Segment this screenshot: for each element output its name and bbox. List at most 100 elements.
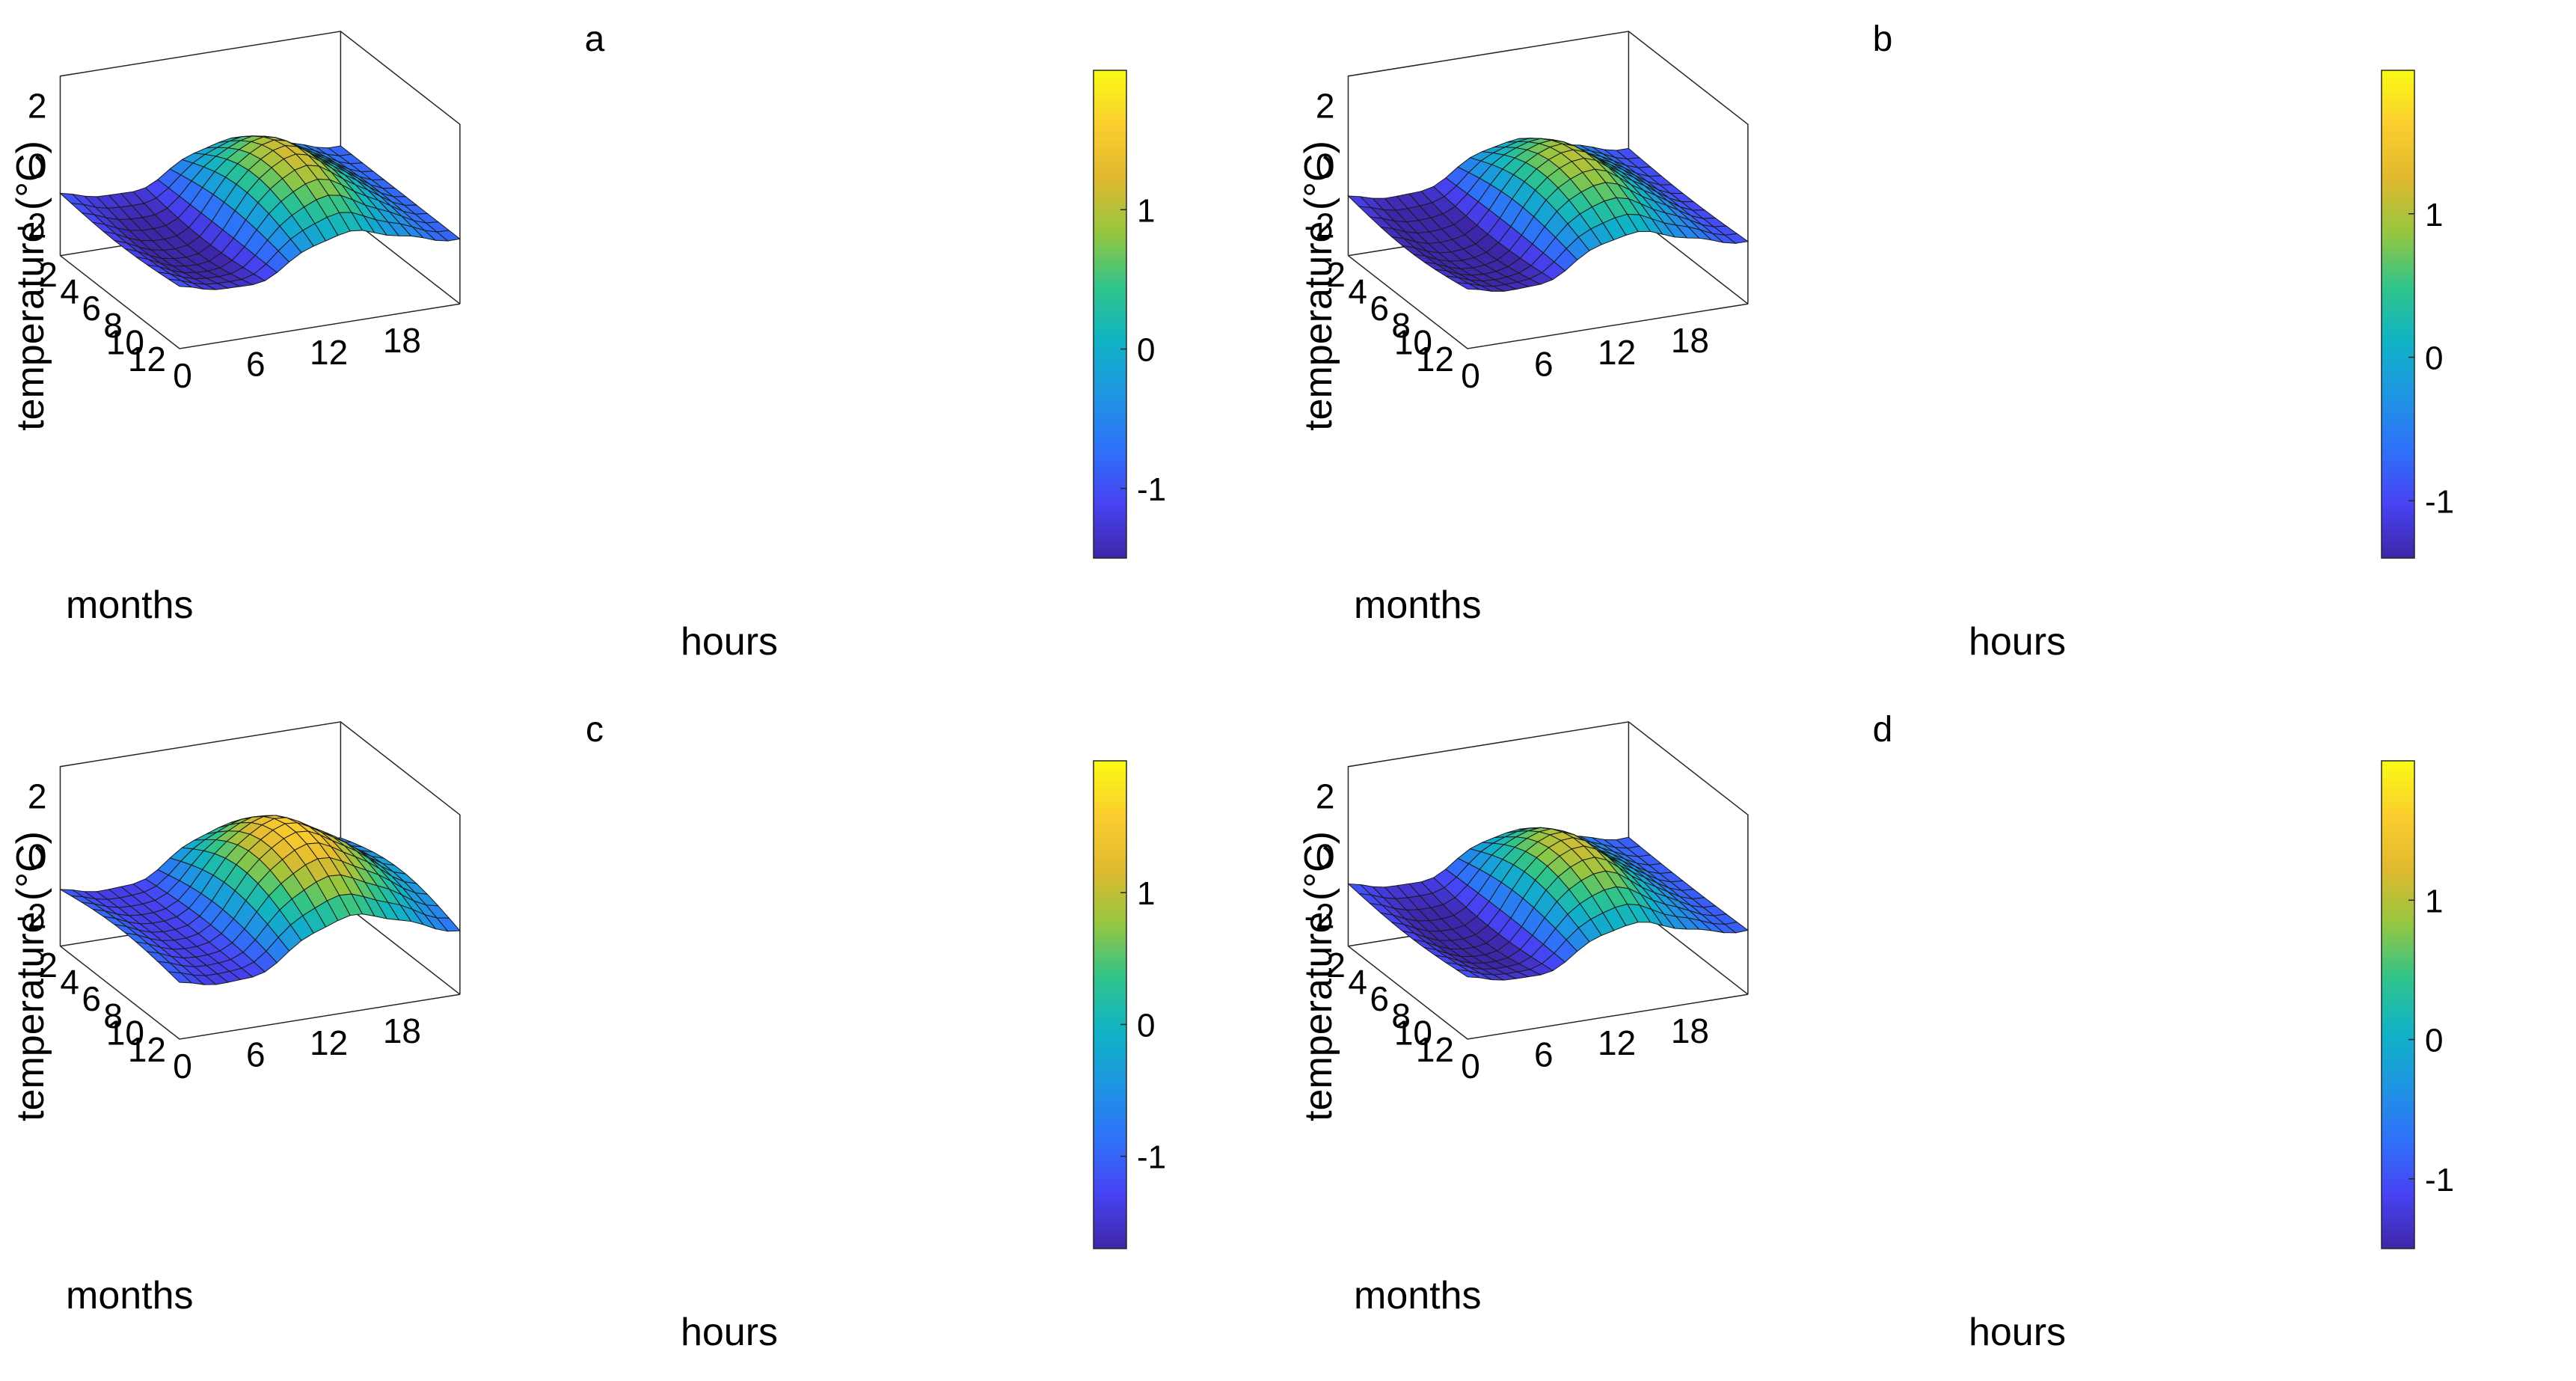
- y-tick-label: 8: [1391, 306, 1411, 345]
- y-tick-label: 12: [128, 340, 166, 379]
- x-tick-label: 12: [310, 333, 348, 372]
- colorbar-c: 1 0 -1: [1093, 760, 1166, 1249]
- panel-a: 2 0 -2 0 6 12 18 2 4 6 8 10 12 a temperature (°C) hours…: [0, 0, 1288, 690]
- x-tick-label: 12: [310, 1023, 348, 1062]
- z-tick-label: 0: [28, 837, 47, 876]
- z-axis-b: 2 0 -2: [1304, 87, 1335, 245]
- x-tick-label: 0: [1461, 1047, 1480, 1085]
- y-tick-label: 8: [1391, 996, 1411, 1035]
- x-tick-label: 0: [1461, 356, 1480, 395]
- x-tick-label: 12: [1598, 333, 1636, 372]
- y-tick-label: 10: [106, 322, 144, 361]
- surface-cell: [435, 230, 461, 242]
- x-axis-label: hours: [681, 1311, 778, 1354]
- colorbar-tick-label: -1: [1137, 471, 1166, 508]
- x-tick-label: 18: [383, 321, 421, 360]
- y-tick-label: 4: [60, 963, 79, 1002]
- x-tick-label: 18: [1671, 1011, 1709, 1050]
- z-tick-label: 0: [1316, 837, 1335, 876]
- z-axis-a: 2 0 -2: [16, 87, 47, 245]
- x-tick-label: 6: [1534, 1035, 1554, 1074]
- colorbar-tick-label: 0: [1137, 332, 1155, 369]
- colorbar-tick-label: -1: [2425, 1162, 2454, 1198]
- z-axis-label: temperature (°C): [1297, 141, 1340, 431]
- z-axis-label: temperature (°C): [9, 831, 52, 1121]
- colorbar-gradient: [1093, 70, 1127, 559]
- y-tick-label: 2: [1326, 255, 1346, 294]
- z-tick-label: 0: [1316, 147, 1335, 186]
- z-tick-label: 0: [28, 147, 47, 186]
- colorbar-tick-label: 0: [1137, 1007, 1155, 1044]
- x-axis-c: 0 6 12 18: [173, 1011, 421, 1085]
- colorbar-tick-label: 1: [1137, 875, 1155, 912]
- panel-title: d: [1873, 710, 1893, 750]
- x-tick-label: 18: [383, 1011, 421, 1050]
- y-tick-label: 2: [1326, 946, 1346, 985]
- y-axis-label: months: [66, 584, 194, 627]
- panel-title: a: [585, 19, 605, 59]
- y-axis-label: months: [1354, 584, 1482, 627]
- surface-a: [59, 135, 461, 290]
- z-axis-c: 2 0 -2: [16, 777, 47, 936]
- y-axis-label: months: [1354, 1274, 1482, 1317]
- z-tick-label: 2: [1316, 87, 1335, 126]
- y-tick-label: 6: [82, 979, 101, 1018]
- y-tick-label: 10: [1394, 322, 1432, 361]
- colorbar-d: 1 0 -1: [2381, 760, 2454, 1249]
- colorbar-tick-label: 0: [2425, 340, 2443, 377]
- y-tick-label: 10: [1394, 1013, 1432, 1052]
- colorbar-tick-label: -1: [1137, 1139, 1166, 1176]
- x-axis-a: 0 6 12 18: [173, 321, 421, 395]
- x-axis-label: hours: [1969, 620, 2066, 664]
- x-tick-label: 6: [246, 344, 266, 383]
- y-tick-label: 12: [1416, 340, 1454, 379]
- z-axis-label: temperature (°C): [9, 141, 52, 431]
- y-tick-label: 2: [38, 946, 58, 985]
- z-tick-label: -2: [16, 897, 47, 936]
- x-axis-b: 0 6 12 18: [1461, 321, 1709, 395]
- z-axis-label: temperature (°C): [1297, 831, 1340, 1121]
- panel-b: 2 0 -2 0 6 12 18 2 4 6 8 10 12 b temperature (°C) hours…: [1288, 0, 2576, 690]
- x-axis-label: hours: [681, 620, 778, 664]
- surface-c: [60, 815, 461, 985]
- z-tick-label: -2: [1304, 206, 1335, 245]
- y-tick-label: 12: [1416, 1030, 1454, 1069]
- y-tick-label: 10: [106, 1013, 144, 1052]
- surface-d: [1347, 827, 1749, 981]
- colorbar-tick-label: 1: [1137, 192, 1155, 229]
- y-tick-label: 6: [1370, 289, 1389, 328]
- x-axis-label: hours: [1969, 1311, 2066, 1354]
- z-axis-d: 2 0 -2: [1304, 777, 1335, 936]
- panel-title: b: [1873, 19, 1893, 59]
- y-tick-label: 4: [1348, 963, 1367, 1002]
- colorbar-gradient: [2381, 760, 2415, 1249]
- y-tick-label: 6: [1370, 979, 1389, 1018]
- x-axis-d: 0 6 12 18: [1461, 1011, 1709, 1085]
- y-tick-label: 4: [1348, 272, 1367, 311]
- surface-cell: [436, 917, 461, 932]
- x-tick-label: 0: [173, 356, 192, 395]
- colorbar-tick-label: 0: [2425, 1023, 2443, 1059]
- z-tick-label: -2: [1304, 897, 1335, 936]
- colorbar-a: 1 0 -1: [1093, 70, 1166, 559]
- x-tick-label: 6: [1534, 344, 1554, 383]
- z-tick-label: -2: [16, 206, 47, 245]
- y-tick-label: 8: [103, 306, 123, 345]
- z-tick-label: 2: [28, 777, 47, 816]
- y-axis-label: months: [66, 1274, 194, 1317]
- y-tick-label: 8: [103, 996, 123, 1035]
- surface-cell: [1723, 922, 1749, 934]
- z-tick-label: 2: [28, 87, 47, 126]
- surface-cell: [1723, 233, 1749, 244]
- y-tick-label: 4: [60, 272, 79, 311]
- x-tick-label: 12: [1598, 1023, 1636, 1062]
- panel-c: 2 0 -2 0 6 12 18 2 4 6 8 10 12 c temperature (°C) hours…: [0, 690, 1288, 1381]
- colorbar-gradient: [2381, 70, 2415, 559]
